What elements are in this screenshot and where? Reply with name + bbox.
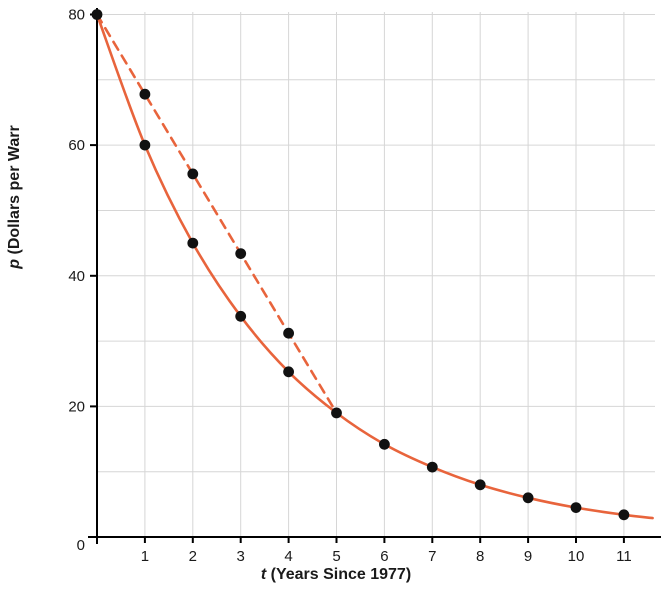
origin-label: 0	[77, 537, 85, 554]
y-tick-label: 60	[68, 137, 85, 154]
x-tick-label: 6	[380, 548, 388, 565]
data-point	[91, 9, 103, 20]
y-axis-label: p (Dollars per Warr	[6, 125, 23, 269]
data-point	[331, 407, 342, 419]
data-point	[283, 327, 294, 339]
y-axis-label-text: (Dollars per Warr	[6, 125, 23, 259]
data-point	[570, 502, 582, 513]
x-tick-label: 11	[616, 548, 632, 565]
y-tick-label: 20	[68, 398, 85, 415]
x-tick-label: 1	[141, 548, 149, 565]
axis-labels: t (Years Since 1977) p (Dollars per Warr	[6, 125, 411, 583]
x-axis-variable: t	[261, 566, 267, 583]
data-point	[139, 139, 151, 151]
x-tick-label: 8	[476, 548, 484, 565]
data-point	[235, 248, 247, 259]
data-point	[187, 237, 199, 249]
x-tick-label: 10	[568, 548, 585, 565]
x-tick-label: 2	[189, 548, 197, 565]
x-axis-label: t (Years Since 1977)	[261, 566, 411, 583]
y-tick-label: 80	[68, 7, 85, 24]
exponential-decay-curve	[95, 13, 654, 520]
data-point	[235, 310, 247, 322]
x-tick-label: 3	[237, 548, 245, 565]
x-tick-label: 9	[524, 548, 532, 565]
y-tick-label: 40	[68, 268, 85, 285]
data-point	[618, 509, 630, 521]
data-point	[474, 479, 486, 491]
data-point	[187, 168, 199, 180]
x-tick-label: 4	[284, 548, 292, 565]
grid	[97, 12, 655, 537]
ticks: 1 2 3 4 5 6 7 8 9 10 11 20 40 60 80 0	[68, 7, 631, 566]
data-point	[139, 88, 151, 100]
data-point	[522, 492, 534, 504]
y-axis-variable: p	[6, 259, 23, 270]
x-tick-label: 7	[428, 548, 436, 565]
data-point	[283, 366, 294, 378]
data-point	[426, 461, 438, 473]
secant-dashed-line	[95, 13, 338, 415]
x-tick-label: 5	[332, 548, 340, 565]
x-axis-label-text: (Years Since 1977)	[266, 566, 411, 583]
data-point	[379, 438, 390, 450]
